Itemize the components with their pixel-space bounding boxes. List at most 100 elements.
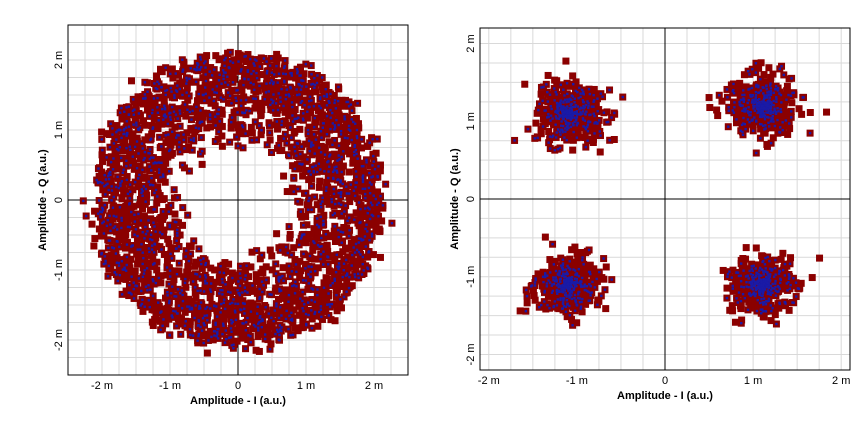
data-point [125, 291, 133, 299]
x-tick-label: -2 m [91, 380, 113, 392]
data-point-core [379, 194, 382, 198]
data-point-core [313, 195, 316, 199]
data-point-core [249, 340, 252, 344]
data-point-core [120, 259, 124, 263]
data-point-core [229, 327, 233, 330]
data-point [353, 259, 361, 267]
data-point-core [169, 252, 172, 256]
data-point [201, 310, 209, 318]
data-point-core [364, 207, 367, 210]
data-point-core [222, 324, 225, 327]
data-point-core [140, 302, 144, 306]
data-point-core [132, 287, 135, 291]
data-point-core [254, 120, 257, 124]
data-point-core [213, 91, 216, 94]
data-point-core [268, 293, 271, 296]
data-point-core [309, 173, 312, 176]
data-point-core [132, 113, 136, 116]
data-point-core [181, 293, 184, 297]
data-point-core [258, 316, 261, 320]
data-point [187, 124, 195, 132]
data-point-core [321, 200, 324, 203]
data-point-core [313, 300, 317, 304]
data-point [823, 108, 831, 116]
data-point-core [302, 119, 305, 122]
data-point [218, 132, 226, 140]
data-point-core [309, 270, 312, 273]
data-point-core [236, 88, 239, 92]
data-point-core [117, 261, 120, 265]
data-point-core [181, 93, 184, 97]
data-point-core [374, 197, 377, 201]
data-point-core [175, 220, 178, 224]
data-point [218, 142, 226, 150]
data-point [330, 150, 338, 158]
data-point [349, 153, 357, 161]
data-point-core [176, 228, 179, 232]
data-point-core [301, 299, 304, 303]
data-point-core [278, 287, 281, 291]
data-point-core [168, 170, 171, 173]
data-point-core [325, 93, 329, 96]
data-point [152, 234, 160, 242]
data-point [352, 266, 360, 274]
data-point [232, 107, 240, 115]
data-point [162, 309, 170, 317]
data-point [320, 279, 328, 287]
data-point-core [357, 276, 360, 280]
data-point-core [310, 73, 313, 76]
data-point [254, 87, 262, 95]
data-point-core [177, 134, 180, 137]
data-point-core [147, 219, 150, 222]
data-point-core [333, 166, 336, 169]
data-point-core [306, 132, 310, 135]
data-point-core [311, 144, 315, 147]
data-point-core [170, 130, 174, 134]
data-point-core [130, 293, 133, 296]
data-point-core [337, 262, 341, 265]
data-point [562, 57, 570, 65]
data-point-core [252, 62, 255, 65]
data-point [181, 308, 189, 316]
data-point-core [197, 334, 200, 338]
data-point-core [229, 291, 232, 294]
data-point [559, 93, 567, 101]
data-point-core [373, 167, 377, 171]
data-point-core [326, 160, 329, 164]
data-point [118, 115, 126, 123]
data-point [239, 97, 247, 105]
data-point [252, 346, 260, 354]
data-point-core [302, 309, 305, 313]
data-point-core [194, 304, 197, 307]
data-point-core [192, 137, 196, 140]
data-point-core [213, 334, 216, 337]
data-point-core [367, 186, 371, 190]
data-point-core [290, 74, 294, 77]
data-point-core [353, 218, 356, 221]
data-point-core [149, 137, 153, 140]
data-point [271, 85, 279, 93]
data-point [191, 289, 199, 297]
data-point [155, 155, 163, 163]
data-point-core [118, 273, 122, 277]
data-point-core [252, 69, 255, 73]
data-point-core [151, 294, 155, 298]
data-point-core [353, 144, 357, 147]
data-point-core [166, 122, 170, 126]
data-point-core [204, 86, 207, 89]
data-point-core [362, 269, 365, 272]
data-point-core [165, 266, 169, 269]
data-point-core [95, 178, 98, 182]
data-point [184, 96, 192, 104]
data-point [588, 119, 596, 127]
data-point-core [222, 74, 225, 77]
data-point-core [258, 295, 262, 299]
data-point [376, 253, 384, 261]
data-point [323, 242, 331, 250]
data-point [339, 102, 347, 110]
data-point-core [306, 128, 310, 132]
data-point-core [381, 204, 385, 207]
data-point-core [162, 118, 165, 121]
data-point [311, 269, 319, 277]
data-point-core [204, 274, 207, 277]
